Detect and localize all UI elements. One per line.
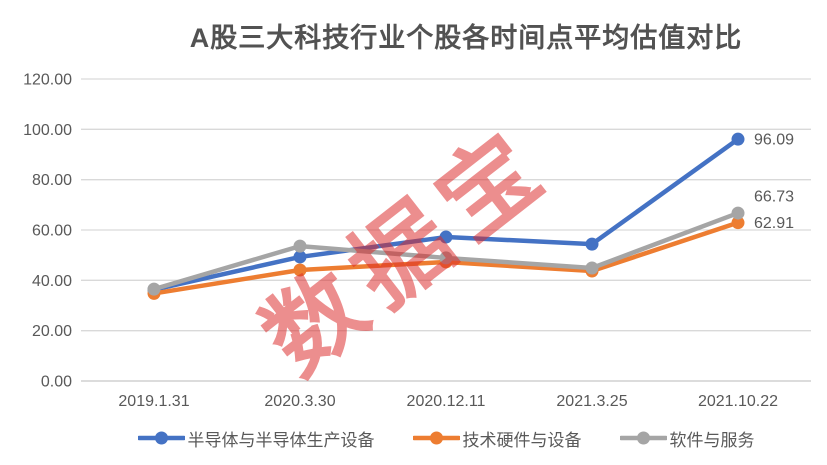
- legend-label-software: 软件与服务: [669, 430, 755, 450]
- series-marker-software: [293, 239, 307, 253]
- x-tick-label: 2020.3.30: [264, 393, 335, 410]
- series-marker-semiconductor: [439, 230, 453, 244]
- series-marker-software: [439, 251, 453, 265]
- series-marker-hardware: [731, 216, 745, 230]
- series-marker-semiconductor: [293, 250, 307, 264]
- y-tick-label: 120.00: [23, 72, 72, 89]
- legend-dot-icon: [636, 431, 650, 445]
- legend-item-software: 软件与服务: [619, 426, 755, 451]
- legend-item-semiconductor: 半导体与半导体生产设备: [137, 426, 375, 451]
- x-tick-label: 2021.10.22: [698, 393, 778, 410]
- legend-label-semiconductor: 半导体与半导体生产设备: [187, 430, 375, 450]
- legend-dot-icon: [429, 431, 443, 445]
- y-tick-label: 0.00: [41, 374, 72, 391]
- y-tick-label: 100.00: [23, 122, 72, 139]
- series-marker-semiconductor: [731, 132, 745, 146]
- y-tick-label: 80.00: [32, 172, 72, 189]
- legend-label-hardware: 技术硬件与设备: [462, 430, 582, 450]
- y-tick-label: 60.00: [32, 223, 72, 240]
- y-tick-label: 20.00: [32, 323, 72, 340]
- data-label-software: 66.73: [754, 189, 794, 206]
- x-tick-label: 2021.3.25: [556, 393, 627, 410]
- chart-legend: 半导体与半导体生产设备 技术硬件与设备 软件与服务: [81, 423, 811, 453]
- legend-swatch-software: [619, 431, 667, 445]
- series-marker-software: [147, 282, 161, 296]
- data-label-semiconductor: 96.09: [754, 132, 794, 149]
- legend-item-hardware: 技术硬件与设备: [412, 426, 582, 451]
- x-tick-label: 2020.12.11: [407, 393, 486, 410]
- legend-swatch-semiconductor: [137, 431, 185, 445]
- x-tick-label: 2019.1.31: [118, 393, 189, 410]
- series-marker-semiconductor: [585, 237, 599, 251]
- series-marker-hardware: [293, 263, 307, 277]
- legend-dot-icon: [154, 431, 168, 445]
- data-label-hardware: 62.91: [754, 215, 794, 232]
- legend-swatch-hardware: [412, 431, 460, 445]
- series-marker-software: [731, 206, 745, 220]
- chart-title: A股三大科技行业个股各时间点平均估值对比: [189, 23, 743, 53]
- series-marker-software: [585, 261, 599, 275]
- y-tick-label: 40.00: [32, 273, 72, 290]
